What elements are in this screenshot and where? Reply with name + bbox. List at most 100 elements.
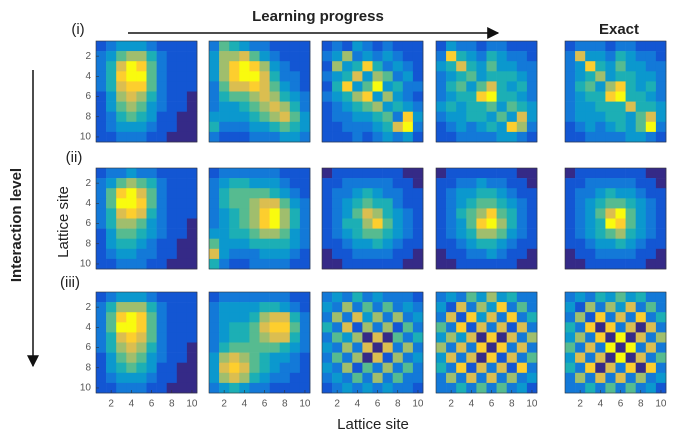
heatmap-cell: [249, 218, 260, 229]
heatmap-cell: [176, 322, 188, 333]
x-tick-label: 6: [149, 399, 155, 410]
y-tick-label: 2: [85, 178, 91, 189]
heatmap-cell: [496, 178, 507, 189]
heatmap-cell: [176, 198, 188, 209]
heatmap-cell: [516, 362, 528, 374]
heatmap-cell: [436, 292, 447, 303]
heatmap-cell: [299, 61, 311, 72]
heatmap-cell: [486, 121, 497, 133]
heatmap-cell: [486, 228, 497, 239]
heatmap-cell: [146, 131, 157, 143]
heatmap-cell: [219, 188, 230, 199]
heatmap-cell: [595, 71, 606, 82]
heatmap-cell: [436, 322, 447, 333]
heatmap-cell: [402, 121, 414, 133]
heatmap-cell: [209, 71, 220, 82]
heatmap-cell: [126, 372, 137, 384]
heatmap-cell: [362, 258, 373, 270]
heatmap-cell: [229, 352, 240, 363]
heatmap-cell: [466, 342, 477, 353]
heatmap-cell: [372, 372, 383, 384]
heatmap-cell: [615, 312, 626, 323]
heatmap-cell: [466, 362, 477, 374]
heatmap-cell: [392, 218, 404, 229]
heatmap-cell: [486, 91, 497, 102]
heatmap-cell: [156, 208, 167, 219]
heatmap-cell: [412, 372, 424, 384]
heatmap-cell: [466, 208, 477, 219]
heatmap-cell: [506, 41, 518, 52]
heatmap-cell: [229, 61, 240, 72]
heatmap-cell: [209, 81, 220, 92]
heatmap-cell: [289, 352, 301, 363]
heatmap-cell: [412, 81, 424, 92]
heatmap-cell: [382, 101, 393, 112]
heatmap-cell: [332, 382, 343, 394]
heatmap-cell: [496, 312, 507, 323]
heatmap-cell: [456, 322, 467, 333]
heatmap-cell: [322, 312, 333, 323]
heatmap-cell: [466, 382, 477, 394]
heatmap-cell: [96, 71, 107, 82]
heatmap-cell: [299, 208, 311, 219]
heatmap-cell: [106, 228, 117, 239]
heatmap-cell: [136, 292, 147, 303]
heatmap-cell: [446, 208, 457, 219]
heatmap-cell: [289, 332, 301, 343]
heatmap-cell: [402, 188, 414, 199]
heatmap-cell: [645, 258, 657, 270]
heatmap-cell: [392, 258, 404, 270]
heatmap-cell: [645, 362, 657, 374]
heatmap-cell: [126, 258, 137, 270]
heatmap-cell: [645, 101, 657, 112]
heatmap-cell: [342, 81, 353, 92]
heatmap-cell: [625, 322, 636, 333]
heatmap-cell: [635, 332, 647, 343]
heatmap-cell: [585, 101, 596, 112]
heatmap-cell: [279, 51, 291, 62]
heatmap-cell: [456, 248, 467, 260]
heatmap-cell: [289, 111, 301, 123]
heatmap-cell: [289, 188, 301, 199]
heatmap-cell: [516, 91, 528, 102]
heatmap-cell: [466, 258, 477, 270]
heatmap-cell: [166, 61, 178, 72]
heatmap-cell: [565, 372, 576, 384]
heatmap-cell: [595, 61, 606, 72]
heatmap-cell: [209, 312, 220, 323]
x-tick-label: 6: [618, 399, 624, 410]
heatmap-cell: [372, 101, 383, 112]
interaction-label: Interaction level: [8, 168, 25, 282]
heatmap-cell: [136, 101, 147, 112]
heatmap-cell: [332, 342, 343, 353]
heatmap-cell: [456, 101, 467, 112]
heatmap-cell: [342, 238, 353, 250]
heatmap-cell: [352, 332, 363, 343]
heatmap-cell: [456, 131, 467, 143]
heatmap-cell: [526, 131, 538, 143]
heatmap-cell: [575, 178, 586, 189]
heatmap-cell: [635, 362, 647, 374]
heatmap-cell: [486, 51, 497, 62]
heatmap-cell: [352, 372, 363, 384]
heatmap-cell: [229, 322, 240, 333]
heatmap-cell: [605, 61, 616, 72]
heatmap-cell: [332, 302, 343, 313]
heatmap-cell: [249, 332, 260, 343]
heatmap-cell: [156, 342, 167, 353]
heatmap-cell: [615, 228, 626, 239]
heatmap-cell: [259, 111, 270, 123]
heatmap-cell: [436, 248, 447, 260]
heatmap-cell: [186, 121, 198, 133]
heatmap-cell: [146, 208, 157, 219]
heatmap-cell: [279, 342, 291, 353]
heatmap-cell: [219, 362, 230, 374]
heatmap-cell: [412, 71, 424, 82]
heatmap-cell: [645, 91, 657, 102]
heatmap-cell: [166, 238, 178, 250]
heatmap-cell: [249, 51, 260, 62]
heatmap-cell: [615, 198, 626, 209]
heatmap-cell: [146, 101, 157, 112]
heatmap-cell: [289, 51, 301, 62]
heatmap-cell: [239, 332, 250, 343]
